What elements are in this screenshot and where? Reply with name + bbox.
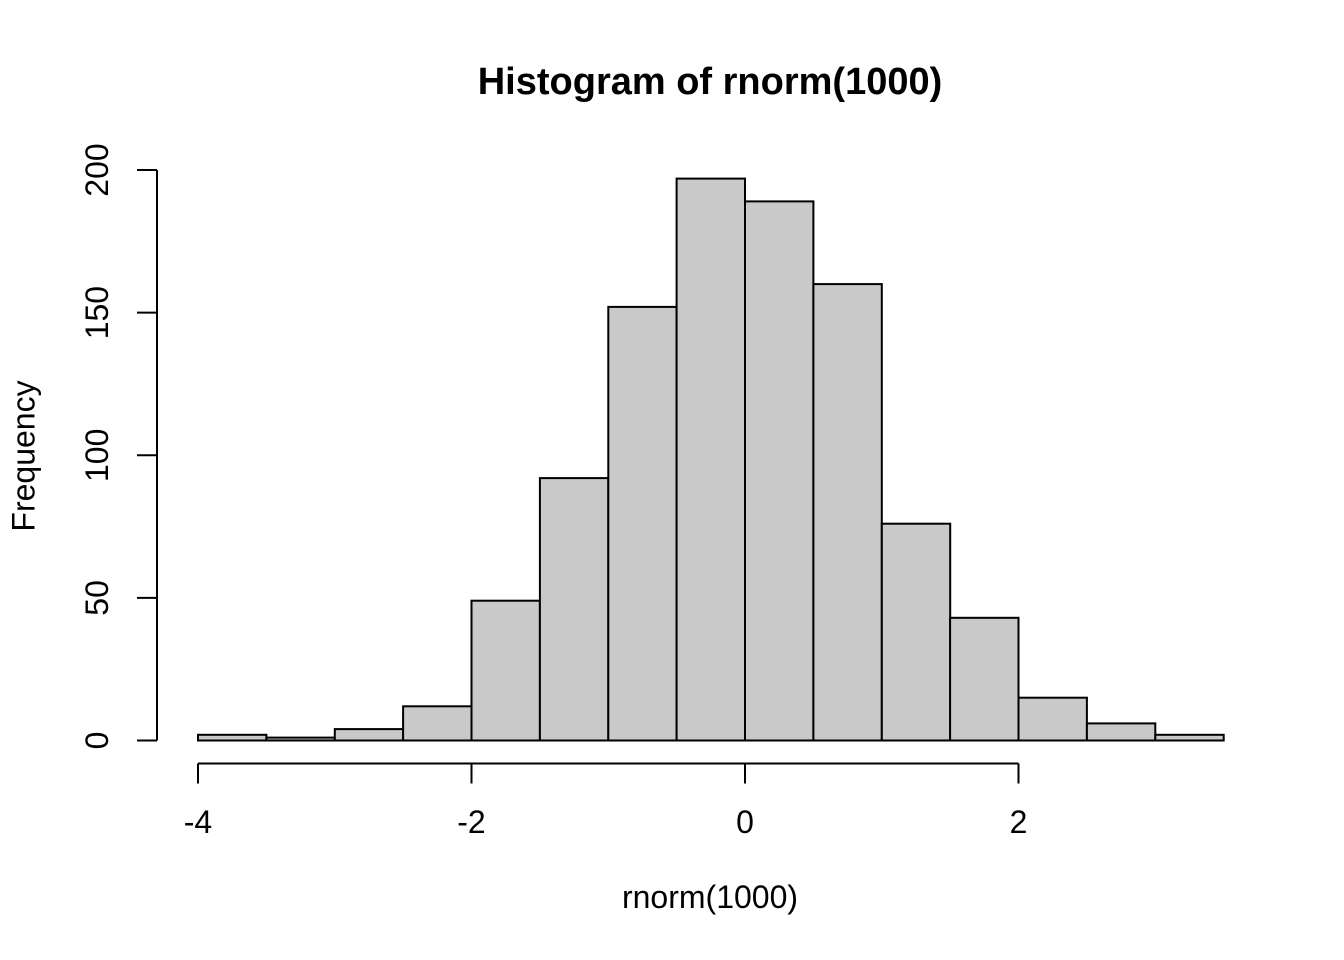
x-tick-label: 0: [736, 804, 754, 840]
histogram-bar: [197, 733, 268, 742]
y-tick-label: 50: [79, 580, 115, 616]
histogram-bar: [744, 200, 815, 742]
histogram-bar: [402, 705, 473, 742]
chart-title: Histogram of rnorm(1000): [477, 61, 943, 103]
histogram-bar: [1085, 722, 1157, 742]
x-axis-label: rnorm(1000): [621, 879, 799, 915]
histogram-bar: [1154, 733, 1225, 742]
y-tick-label: 200: [79, 143, 115, 196]
histogram-bar: [949, 616, 1020, 742]
histogram-bar: [333, 728, 405, 742]
histogram-bar: [607, 305, 678, 742]
histogram-bar: [538, 477, 610, 742]
y-tick-label: 0: [79, 732, 115, 750]
histogram-bar: [470, 599, 541, 742]
x-tick-label: -2: [457, 804, 485, 840]
histogram-bar: [812, 283, 883, 742]
histogram-bar: [265, 736, 336, 742]
histogram-bar: [880, 522, 952, 742]
histogram-bar: [1017, 696, 1088, 742]
x-tick-label: 2: [1010, 804, 1028, 840]
y-tick-label: 100: [79, 429, 115, 482]
histogram-bar: [675, 177, 746, 742]
x-tick-label: -4: [184, 804, 212, 840]
y-tick-label: 150: [79, 286, 115, 339]
